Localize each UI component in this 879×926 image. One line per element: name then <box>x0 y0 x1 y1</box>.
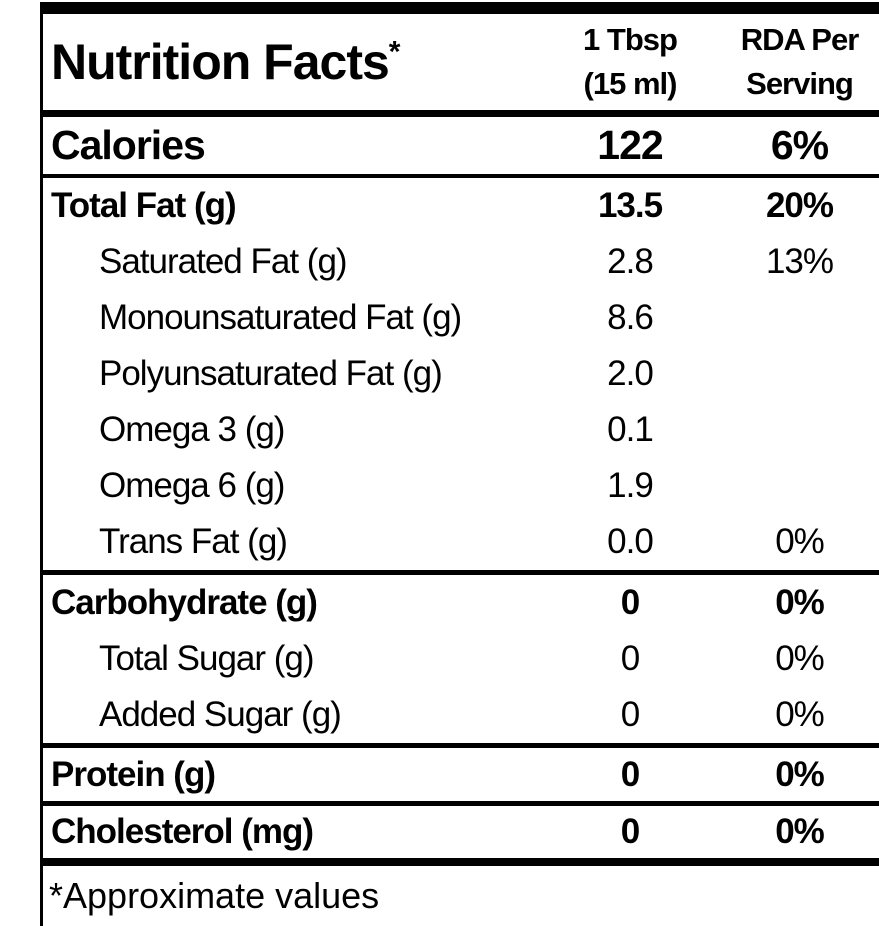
row-total-sugar: Total Sugar (g) 0 0% <box>43 631 879 687</box>
row-omega-6: Omega 6 (g) 1.9 <box>43 458 879 514</box>
row-monounsaturated-fat: Monounsaturated Fat (g) 8.6 <box>43 290 879 346</box>
row-label: Polyunsaturated Fat (g) <box>99 354 443 393</box>
row-amount-value: 1.9 <box>607 466 654 505</box>
row-label: Protein (g) <box>51 754 216 794</box>
column-header-line: (15 ml) <box>583 66 678 101</box>
row-amount-value: 0.0 <box>607 522 654 561</box>
row-label: Calories <box>51 122 206 168</box>
row-amount-value: 2.0 <box>607 354 654 393</box>
row-protein: Protein (g) 0 0% <box>43 743 879 801</box>
row-amount-value: 8.6 <box>607 298 654 337</box>
row-label: Added Sugar (g) <box>99 695 342 734</box>
row-total-fat: Total Fat (g) 13.5 20% <box>43 178 879 234</box>
row-amount-value: 0 <box>620 812 640 851</box>
row-calories: Calories 122 6% <box>43 117 879 178</box>
column-header-rda: RDA Per Serving <box>720 18 879 106</box>
row-rda-value: 13% <box>765 242 834 281</box>
footnote: *Approximate values <box>43 858 879 926</box>
row-label: Monounsaturated Fat (g) <box>99 298 462 337</box>
row-rda-value: 0% <box>775 639 825 678</box>
row-label: Total Sugar (g) <box>99 639 315 678</box>
nutrition-facts-table: Nutrition Facts* 1 Tbsp (15 ml) RDA Per … <box>40 2 879 926</box>
column-header-line: RDA Per <box>740 22 860 57</box>
row-amount-value: 0 <box>620 754 640 794</box>
row-label: Cholesterol (mg) <box>51 812 314 851</box>
row-rda-value: 20% <box>765 186 834 225</box>
row-amount-value: 0 <box>620 695 640 734</box>
column-header-line: Serving <box>746 66 854 101</box>
row-label: Total Fat (g) <box>51 186 237 225</box>
column-header-line: 1 Tbsp <box>583 22 678 57</box>
row-carbohydrate: Carbohydrate (g) 0 0% <box>43 570 879 631</box>
row-rda-value: 6% <box>770 122 829 168</box>
row-amount-value: 0 <box>620 583 640 622</box>
row-amount-value: 0.1 <box>607 410 654 449</box>
row-amount-value: 0 <box>620 639 640 678</box>
table-header: Nutrition Facts* 1 Tbsp (15 ml) RDA Per … <box>43 14 879 117</box>
row-label: Omega 3 (g) <box>99 410 285 449</box>
row-trans-fat: Trans Fat (g) 0.0 0% <box>43 514 879 570</box>
row-amount-value: 2.8 <box>607 242 654 281</box>
row-rda-value: 0% <box>775 754 825 794</box>
page-title: Nutrition Facts* <box>43 14 540 110</box>
column-header-serving-size: 1 Tbsp (15 ml) <box>540 18 720 106</box>
row-added-sugar: Added Sugar (g) 0 0% <box>43 687 879 743</box>
row-amount-value: 122 <box>597 122 663 168</box>
row-omega-3: Omega 3 (g) 0.1 <box>43 402 879 458</box>
row-label: Saturated Fat (g) <box>99 242 348 281</box>
row-polyunsaturated-fat: Polyunsaturated Fat (g) 2.0 <box>43 346 879 402</box>
row-rda-value: 0% <box>775 695 825 734</box>
row-label: Omega 6 (g) <box>99 466 285 505</box>
row-cholesterol: Cholesterol (mg) 0 0% <box>43 801 879 858</box>
footnote-text: *Approximate values <box>49 875 380 916</box>
row-label: Carbohydrate (g) <box>51 583 318 622</box>
row-saturated-fat: Saturated Fat (g) 2.8 13% <box>43 234 879 290</box>
title-text: Nutrition Facts <box>51 34 390 90</box>
row-amount-value: 13.5 <box>597 186 663 225</box>
row-rda-value: 0% <box>775 522 825 561</box>
row-rda-value: 0% <box>775 812 825 851</box>
title-asterisk: * <box>388 35 401 69</box>
row-label: Trans Fat (g) <box>99 522 288 561</box>
row-rda-value: 0% <box>775 583 825 622</box>
